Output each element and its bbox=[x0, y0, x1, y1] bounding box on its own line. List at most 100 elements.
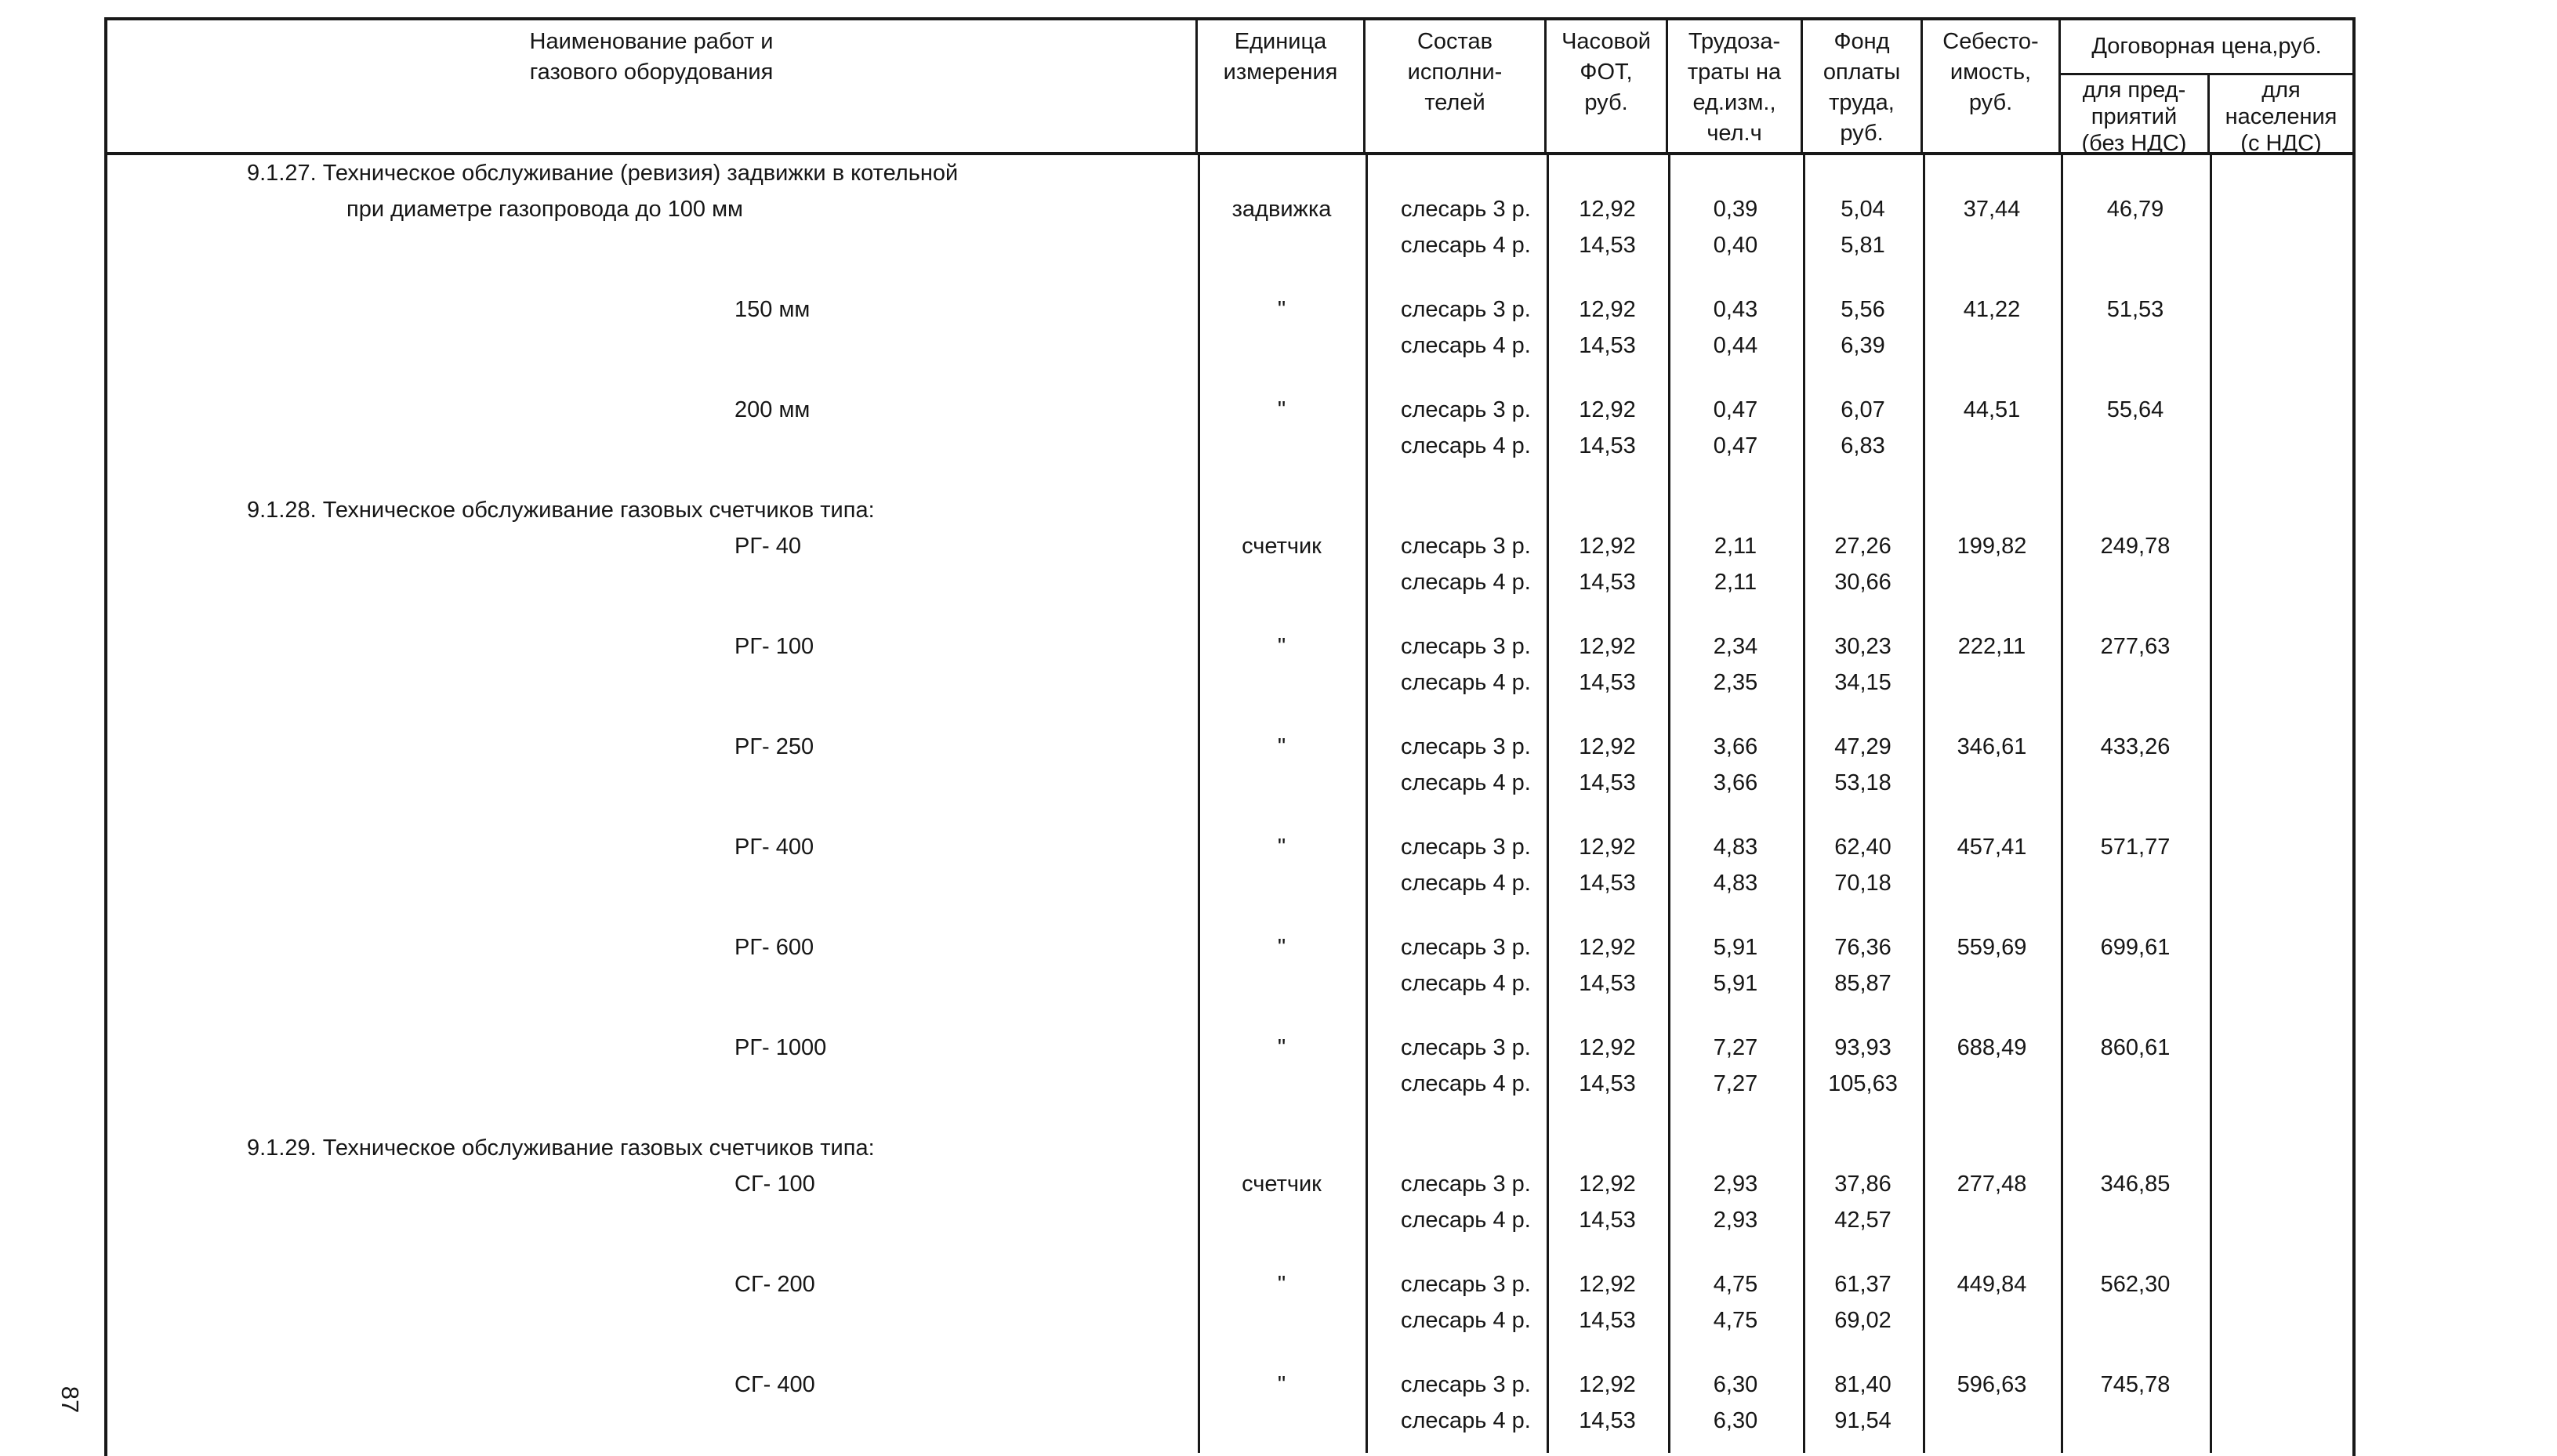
cost-cell: 457,41 bbox=[1957, 835, 2027, 860]
price-enterprise-cell: 571,77 bbox=[2100, 835, 2171, 860]
header-crew-column: Состав исполни- телей bbox=[1366, 20, 1547, 155]
table-row-group: 9.1.27. Техническое обслуживание (ревизи… bbox=[107, 155, 2352, 292]
fund-value: 76,36 bbox=[1834, 935, 1891, 960]
crew-line: слесарь 4 р. bbox=[1401, 971, 1531, 996]
name-cell: 150 мм bbox=[107, 292, 1198, 364]
labor-cell: 7,27 7,27 bbox=[1668, 1030, 1803, 1102]
crew-line: слесарь 4 р. bbox=[1401, 770, 1531, 795]
fot-cell: 12,92 14,53 bbox=[1547, 1266, 1668, 1338]
fund-cell: 61,37 69,02 bbox=[1803, 1266, 1923, 1338]
item-label: СГ- 400 bbox=[734, 1372, 815, 1397]
labor-value: 6,30 bbox=[1713, 1372, 1758, 1397]
column-divider bbox=[1923, 155, 1925, 1453]
cost-cell: 41,22 bbox=[1963, 297, 2021, 322]
fot-value: 14,53 bbox=[1579, 1071, 1636, 1096]
fund-value: 5,81 bbox=[1841, 233, 1885, 258]
table-row-group: РГ- 400 " слесарь 3 р. слесарь 4 р. 12,9… bbox=[107, 829, 2352, 929]
crew-line: слесарь 3 р. bbox=[1401, 1172, 1531, 1197]
item-label: РГ- 250 bbox=[734, 734, 814, 759]
fot-value: 14,53 bbox=[1579, 670, 1636, 695]
name-cell: РГ- 250 bbox=[107, 729, 1198, 801]
fot-value: 14,53 bbox=[1579, 1408, 1636, 1433]
price-population-cell bbox=[2210, 1130, 2352, 1238]
crew-line: слесарь 4 р. bbox=[1401, 1208, 1531, 1233]
unit-cell: " bbox=[1277, 1035, 1286, 1060]
fot-value: 12,92 bbox=[1579, 397, 1636, 422]
labor-cell: 6,30 6,30 bbox=[1668, 1367, 1803, 1439]
fund-value: 5,56 bbox=[1841, 297, 1885, 322]
column-divider bbox=[1668, 155, 1670, 1453]
price-enterprise-cell: 55,64 bbox=[2106, 397, 2164, 422]
crew-cell: слесарь 3 р. слесарь 4 р. bbox=[1366, 1030, 1547, 1102]
item-label: РГ- 40 bbox=[734, 534, 802, 559]
labor-value: 2,93 bbox=[1713, 1208, 1758, 1233]
price-population-cell bbox=[2210, 929, 2352, 1001]
fot-value: 14,53 bbox=[1579, 233, 1636, 258]
item-label: РГ- 600 bbox=[734, 935, 814, 960]
crew-line: слесарь 4 р. bbox=[1401, 333, 1531, 358]
cost-cell: 44,51 bbox=[1963, 397, 2021, 422]
header-fund-column: Фонд оплаты труда, руб. bbox=[1803, 20, 1923, 155]
crew-line: слесарь 3 р. bbox=[1401, 197, 1531, 222]
fund-value: 42,57 bbox=[1834, 1208, 1891, 1233]
crew-line: слесарь 4 р. bbox=[1401, 233, 1531, 258]
item-label: РГ- 400 bbox=[734, 835, 814, 860]
crew-line: слесарь 3 р. bbox=[1401, 1272, 1531, 1297]
crew-line: слесарь 4 р. bbox=[1401, 433, 1531, 458]
labor-cell: 2,34 2,35 bbox=[1668, 628, 1803, 701]
item-label: 200 мм bbox=[734, 397, 811, 422]
fot-value: 12,92 bbox=[1579, 734, 1636, 759]
fund-value: 61,37 bbox=[1834, 1272, 1891, 1297]
table-row-group: РГ- 1000 " слесарь 3 р. слесарь 4 р. 12,… bbox=[107, 1030, 2352, 1130]
fund-value: 6,07 bbox=[1841, 397, 1885, 422]
crew-line: слесарь 4 р. bbox=[1401, 1071, 1531, 1096]
fund-value: 6,83 bbox=[1841, 433, 1885, 458]
labor-cell: 0,43 0,44 bbox=[1668, 292, 1803, 364]
fund-cell: 37,86 42,57 bbox=[1803, 1130, 1923, 1238]
labor-value: 4,83 bbox=[1713, 835, 1758, 860]
fot-cell: 12,92 14,53 bbox=[1547, 929, 1668, 1001]
unit-cell: " bbox=[1277, 397, 1286, 422]
unit-cell: " bbox=[1277, 835, 1286, 860]
labor-value: 2,35 bbox=[1713, 670, 1758, 695]
fot-value: 12,92 bbox=[1579, 1172, 1636, 1197]
labor-cell: 0,39 0,40 bbox=[1668, 155, 1803, 263]
labor-value: 3,66 bbox=[1713, 734, 1758, 759]
table-body: 9.1.27. Техническое обслуживание (ревизи… bbox=[107, 155, 2352, 1453]
price-enterprise-cell: 860,61 bbox=[2100, 1035, 2171, 1060]
crew-line: слесарь 4 р. bbox=[1401, 1408, 1531, 1433]
crew-cell: слесарь 3 р. слесарь 4 р. bbox=[1366, 1266, 1547, 1338]
crew-line: слесарь 3 р. bbox=[1401, 935, 1531, 960]
fund-value: 81,40 bbox=[1834, 1372, 1891, 1397]
labor-value: 0,43 bbox=[1713, 297, 1758, 322]
labor-value: 0,47 bbox=[1713, 397, 1758, 422]
price-population-cell bbox=[2210, 729, 2352, 801]
price-population-cell bbox=[2210, 1266, 2352, 1338]
fund-cell: 27,26 30,66 bbox=[1803, 492, 1923, 600]
name-cell: РГ- 600 bbox=[107, 929, 1198, 1001]
labor-value: 0,40 bbox=[1713, 233, 1758, 258]
header-name-column: Наименование работ и газового оборудован… bbox=[107, 20, 1198, 155]
price-enterprise-cell: 277,63 bbox=[2100, 634, 2171, 659]
fund-cell: 62,40 70,18 bbox=[1803, 829, 1923, 901]
fund-value: 27,26 bbox=[1834, 534, 1891, 559]
name-cell: СГ- 400 bbox=[107, 1367, 1198, 1439]
fund-value: 91,54 bbox=[1834, 1408, 1891, 1433]
item-label: РГ- 1000 bbox=[734, 1035, 827, 1060]
crew-line: слесарь 4 р. bbox=[1401, 1308, 1531, 1333]
fot-cell: 12,92 14,53 bbox=[1547, 729, 1668, 801]
fot-value: 12,92 bbox=[1579, 935, 1636, 960]
column-divider bbox=[2061, 155, 2063, 1453]
fund-value: 69,02 bbox=[1834, 1308, 1891, 1333]
fot-cell: 12,92 14,53 bbox=[1547, 628, 1668, 701]
price-enterprise-cell: 745,78 bbox=[2100, 1372, 2171, 1397]
crew-cell: слесарь 3 р. слесарь 4 р. bbox=[1366, 1367, 1547, 1439]
fot-cell: 12,92 14,53 bbox=[1547, 829, 1668, 901]
fot-value: 12,92 bbox=[1579, 534, 1636, 559]
fot-value: 12,92 bbox=[1579, 1372, 1636, 1397]
cost-cell: 277,48 bbox=[1957, 1172, 2027, 1197]
fund-cell: 93,93 105,63 bbox=[1803, 1030, 1923, 1102]
table-row-group: РГ- 100 " слесарь 3 р. слесарь 4 р. 12,9… bbox=[107, 628, 2352, 729]
crew-line: слесарь 3 р. bbox=[1401, 297, 1531, 322]
tariff-table: Наименование работ и газового оборудован… bbox=[104, 17, 2356, 1456]
